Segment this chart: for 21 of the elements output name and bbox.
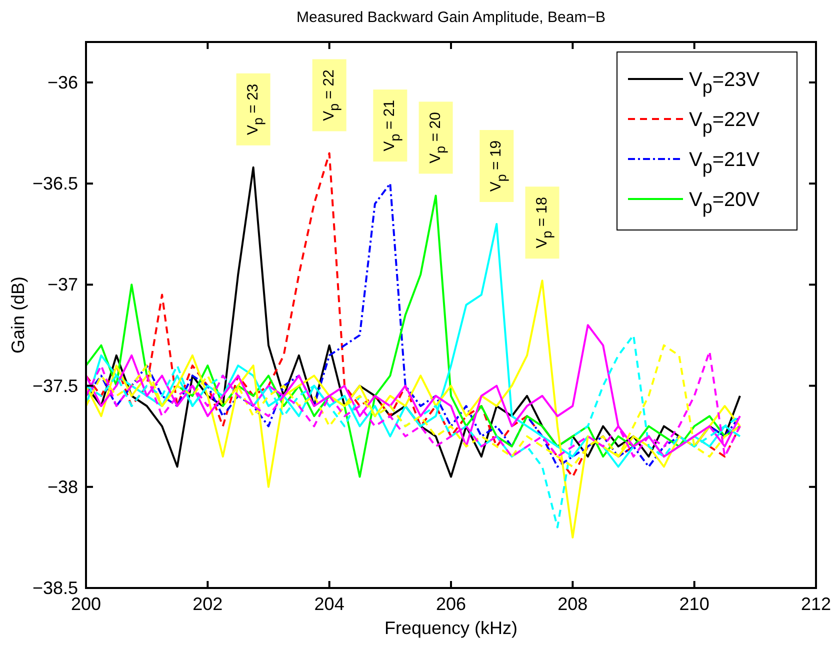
x-tick-label: 204 — [314, 594, 344, 614]
y-tick-label: −36 — [47, 72, 78, 92]
chart-title: Measured Backward Gain Amplitude, Beam−B — [296, 9, 606, 26]
y-tick-label: −36.5 — [32, 174, 78, 194]
line-series — [86, 324, 741, 458]
y-tick-label: −37.5 — [32, 376, 78, 396]
x-axis-title: Frequency (kHz) — [384, 618, 518, 638]
annotation: Vp = 18 — [533, 196, 554, 248]
x-tick-label: 206 — [436, 594, 466, 614]
y-tick-label: −38 — [47, 476, 78, 497]
annotation: Vp = 19 — [488, 140, 509, 192]
x-tick-label: 210 — [679, 594, 710, 614]
y-tick-label: −37 — [47, 274, 78, 295]
annotation: Vp = 20 — [426, 112, 448, 164]
x-tick-label: 212 — [800, 594, 832, 614]
x-tick-label: 202 — [192, 594, 223, 614]
annotation: Vp = 21 — [381, 100, 402, 152]
y-axis-title: Gain (dB) — [8, 276, 28, 354]
x-tick-label: 208 — [558, 594, 588, 614]
annotation: Vp = 23 — [244, 84, 266, 136]
annotation: Vp = 22 — [320, 70, 342, 121]
